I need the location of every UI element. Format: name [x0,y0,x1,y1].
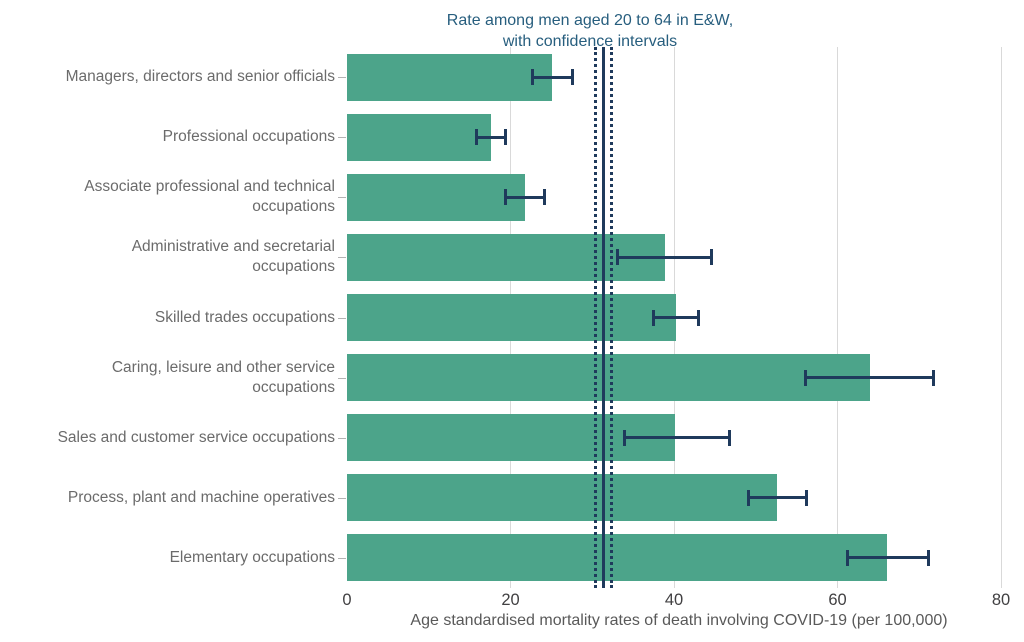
x-axis-label: Age standardised mortality rates of deat… [410,612,948,629]
category-label-line: Sales and customer service occupations [57,428,335,446]
reference-line-dotted [609,47,613,588]
error-bar [505,195,545,199]
error-bar-cap [543,189,547,206]
x-tick-label-0: 0 [342,591,352,609]
category-label-line: occupations [252,198,335,216]
x-tick-label-20: 20 [501,591,520,609]
error-bar [805,376,934,380]
gridline-80 [1000,47,1002,588]
x-axis-tick-labels: 0 20 40 60 80 [342,591,1010,611]
category-label-line: Skilled trades occupations [154,308,335,326]
bar-managers-directors-and-senior-officials [347,53,553,101]
category-tick-mark [338,77,346,79]
x-tick-label-80: 80 [991,591,1011,609]
error-bar [653,316,699,319]
chart-title: Rate among men aged 20 to 64 in E&W, wit… [156,10,1024,52]
error-bar-cap [697,309,701,326]
category-tick-mark [338,137,346,139]
category-label: Managers, directors and senior officials [0,67,335,87]
error-bar [748,496,807,500]
error-bar-cap [475,129,479,146]
category-label: Skilled trades occupations [0,308,335,328]
error-bar [476,135,506,139]
error-bar [624,436,730,440]
category-tick-mark [338,557,346,559]
error-bar-cap [571,69,575,86]
error-bar [532,75,573,79]
category-label: Associate professional and technical occu… [0,177,335,217]
bar-caring-leisure-and-other-service-occupations [347,354,871,402]
plot-area [347,47,1002,588]
category-label: Elementary occupations [0,548,335,568]
reference-line-dotted [594,47,598,588]
category-tick-mark [338,437,346,439]
category-label-line: Professional occupations [162,128,335,146]
category-label-line: Associate professional and technical [84,178,335,196]
category-label-line: occupations [252,378,335,396]
error-bar-cap [531,69,535,86]
error-bar-cap [804,489,808,506]
bar-sales-and-customer-service-occupations [347,414,675,462]
bar-elementary-occupations [347,534,887,582]
error-bar [617,255,712,259]
error-bar-cap [710,249,714,266]
category-label-gutter: Managers, directors and senior officials… [0,47,335,588]
category-tick-mark [338,377,346,379]
category-tick-mark [338,497,346,499]
category-label-line: Managers, directors and senior officials [65,68,335,86]
category-label-line: Elementary occupations [169,548,335,566]
error-bar-cap [504,129,508,146]
chart-title-line2: with confidence intervals [502,33,678,50]
category-tick-mark [338,197,346,199]
x-tick-label-60: 60 [828,591,847,609]
bar-process-plant-and-machine-operatives [347,474,777,522]
bar-skilled-trades-occupations [347,294,677,341]
category-label-line: Process, plant and machine operatives [67,488,335,506]
x-tick-label-40: 40 [664,591,684,609]
error-bar-cap [652,309,656,326]
category-label-line: Caring, leisure and other service [111,358,335,376]
error-bar-cap [622,429,626,446]
bar-professional-occupations [347,113,491,161]
category-label-line: Administrative and secretarial [131,238,335,256]
bar-associate-professional-and-technical-occupations [347,173,526,221]
category-label: Process, plant and machine operatives [0,488,335,508]
error-bar-cap [926,549,930,566]
category-label: Caring, leisure and other service occupat… [0,358,335,398]
category-label: Administrative and secretarial occupation… [0,237,335,277]
category-label: Sales and customer service occupations [0,428,335,448]
category-tick-mark [338,317,346,319]
error-bar [847,556,929,560]
reference-line-solid [602,47,606,588]
category-label-line: occupations [252,258,335,276]
gridline-60 [837,47,838,588]
chart-title-line1: Rate among men aged 20 to 64 in E&W, [446,12,734,29]
category-tick-mark [338,257,346,259]
error-bar-cap [504,189,508,206]
error-bar-cap [746,489,750,506]
error-bar-cap [728,429,732,446]
category-label: Professional occupations [0,127,335,147]
error-bar-cap [845,549,849,566]
error-bar-cap [932,369,936,386]
error-bar-cap [804,369,808,386]
error-bar-cap [616,249,620,266]
